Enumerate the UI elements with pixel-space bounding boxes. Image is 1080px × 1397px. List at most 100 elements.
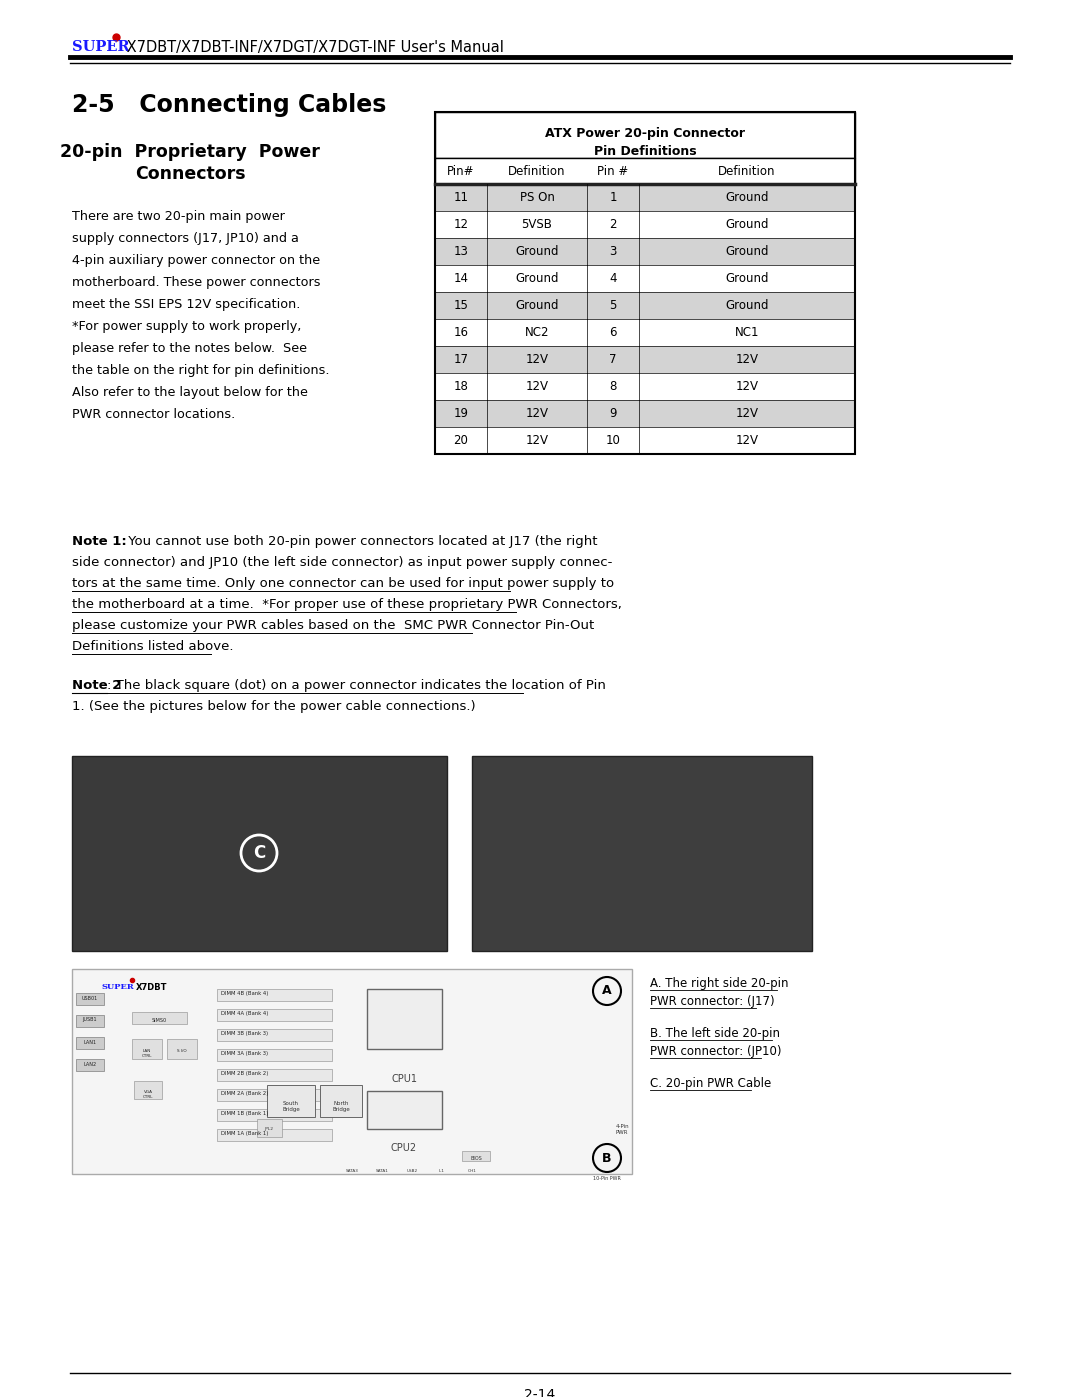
Bar [72,970,632,1173]
Bar [320,1085,362,1118]
Bar [134,1081,162,1099]
Text: Note 2: Note 2 [72,679,121,692]
Text: 8: 8 [609,380,617,393]
Text: Ground: Ground [515,244,558,258]
Text: JPL2: JPL2 [265,1127,273,1132]
Text: 1. (See the pictures below for the power cable connections.): 1. (See the pictures below for the power… [72,700,475,712]
Bar [217,1049,332,1060]
Text: Note 1:: Note 1: [72,535,126,548]
Text: DIMM 2B (Bank 2): DIMM 2B (Bank 2) [221,1071,268,1077]
Text: NC2: NC2 [525,326,550,339]
Text: CPU1: CPU1 [391,1074,417,1084]
Text: Ground: Ground [726,191,769,204]
Text: PWR connector: (JP10): PWR connector: (JP10) [650,1045,782,1058]
Text: A: A [603,985,611,997]
Text: USB2: USB2 [406,1169,418,1173]
Bar [217,1009,332,1021]
Text: the motherboard at a time.  *For proper use of these proprietary PWR Connectors,: the motherboard at a time. *For proper u… [72,598,622,610]
Text: Connectors: Connectors [135,165,245,183]
Text: S I/O: S I/O [177,1049,187,1053]
Text: Ground: Ground [515,299,558,312]
Text: Pin#: Pin# [447,165,475,177]
Bar [435,373,855,400]
Text: Ground: Ground [726,299,769,312]
Text: Definition: Definition [509,165,566,177]
Text: please customize your PWR cables based on the  SMC PWR Connector Pin-Out: please customize your PWR cables based o… [72,619,594,631]
Text: please refer to the notes below.  See: please refer to the notes below. See [72,342,307,355]
Text: DIMM 4A (Bank 4): DIMM 4A (Bank 4) [221,1011,268,1017]
Bar [167,1039,197,1059]
Text: BIOS: BIOS [470,1155,482,1161]
Text: 4-pin auxiliary power connector on the: 4-pin auxiliary power connector on the [72,254,320,267]
Text: Also refer to the layout below for the: Also refer to the layout below for the [72,386,308,400]
Text: CPU2: CPU2 [391,1143,417,1153]
Text: Pin Definitions: Pin Definitions [594,145,697,158]
Text: DIMM 1B (Bank 1): DIMM 1B (Bank 1) [221,1112,268,1116]
Text: 12: 12 [454,218,469,231]
Bar [435,184,855,211]
Text: 1: 1 [609,191,617,204]
Text: 17: 17 [454,353,469,366]
Text: USB01: USB01 [82,996,98,1000]
Text: 13: 13 [454,244,469,258]
Text: the table on the right for pin definitions.: the table on the right for pin definitio… [72,365,329,377]
Bar [435,158,855,184]
Text: Pin #: Pin # [597,165,629,177]
Text: 2-5   Connecting Cables: 2-5 Connecting Cables [72,94,387,117]
Bar [217,1069,332,1081]
Text: motherboard. These power connectors: motherboard. These power connectors [72,277,321,289]
Text: PS On: PS On [519,191,554,204]
Text: 11: 11 [454,191,469,204]
Text: tors at the same time. Only one connector can be used for input power supply to: tors at the same time. Only one connecto… [72,577,615,590]
Text: PWR connector locations.: PWR connector locations. [72,408,235,420]
Text: meet the SSI EPS 12V specification.: meet the SSI EPS 12V specification. [72,298,300,312]
Bar [132,1011,187,1024]
Text: There are two 20-pin main power: There are two 20-pin main power [72,210,285,224]
Bar [76,993,104,1004]
Text: 5: 5 [609,299,617,312]
Text: LAN
CTRL: LAN CTRL [141,1049,152,1058]
Bar [462,1151,490,1161]
Bar [435,237,855,265]
Text: side connector) and JP10 (the left side connector) as input power supply connec-: side connector) and JP10 (the left side … [72,556,612,569]
Bar [132,1039,162,1059]
Bar [217,1090,332,1101]
Text: 2-14: 2-14 [525,1389,555,1397]
Bar [217,1030,332,1041]
Text: VGA
CTRL: VGA CTRL [143,1090,153,1098]
Text: 2: 2 [609,218,617,231]
Text: SIMS0: SIMS0 [151,1018,166,1023]
Text: B. The left side 20-pin: B. The left side 20-pin [650,1027,780,1039]
Bar [76,1016,104,1027]
Text: SATA3: SATA3 [346,1169,359,1173]
Bar [217,1109,332,1120]
Text: supply connectors (J17, JP10) and a: supply connectors (J17, JP10) and a [72,232,299,244]
Bar [76,1037,104,1049]
Text: A. The right side 20-pin: A. The right side 20-pin [650,977,788,990]
Text: 9: 9 [609,407,617,420]
Text: 15: 15 [454,299,469,312]
Text: Ground: Ground [726,218,769,231]
Text: DIMM 3B (Bank 3): DIMM 3B (Bank 3) [221,1031,268,1037]
Text: ATX Power 20-pin Connector: ATX Power 20-pin Connector [545,127,745,140]
Bar [472,756,812,951]
Text: B: B [603,1151,611,1165]
Text: 4: 4 [609,272,617,285]
Text: Definition: Definition [718,165,775,177]
Bar [367,989,442,1049]
Bar [435,211,855,237]
Text: X7DBT: X7DBT [136,983,167,992]
Text: 10-Pin PWR: 10-Pin PWR [593,1176,621,1180]
Bar [435,400,855,427]
Text: 10: 10 [606,434,620,447]
Text: SUPER: SUPER [102,983,135,990]
Text: LAN2: LAN2 [83,1062,96,1066]
Text: DIMM 1A (Bank 1): DIMM 1A (Bank 1) [221,1132,268,1137]
Text: 12V: 12V [526,434,549,447]
Text: DIMM 3A (Bank 3): DIMM 3A (Bank 3) [221,1052,268,1056]
Text: South
Bridge: South Bridge [282,1101,300,1112]
Text: PWR connector: (J17): PWR connector: (J17) [650,995,774,1009]
Text: DIMM 2A (Bank 2): DIMM 2A (Bank 2) [221,1091,268,1097]
Bar [435,319,855,346]
Text: 19: 19 [454,407,469,420]
